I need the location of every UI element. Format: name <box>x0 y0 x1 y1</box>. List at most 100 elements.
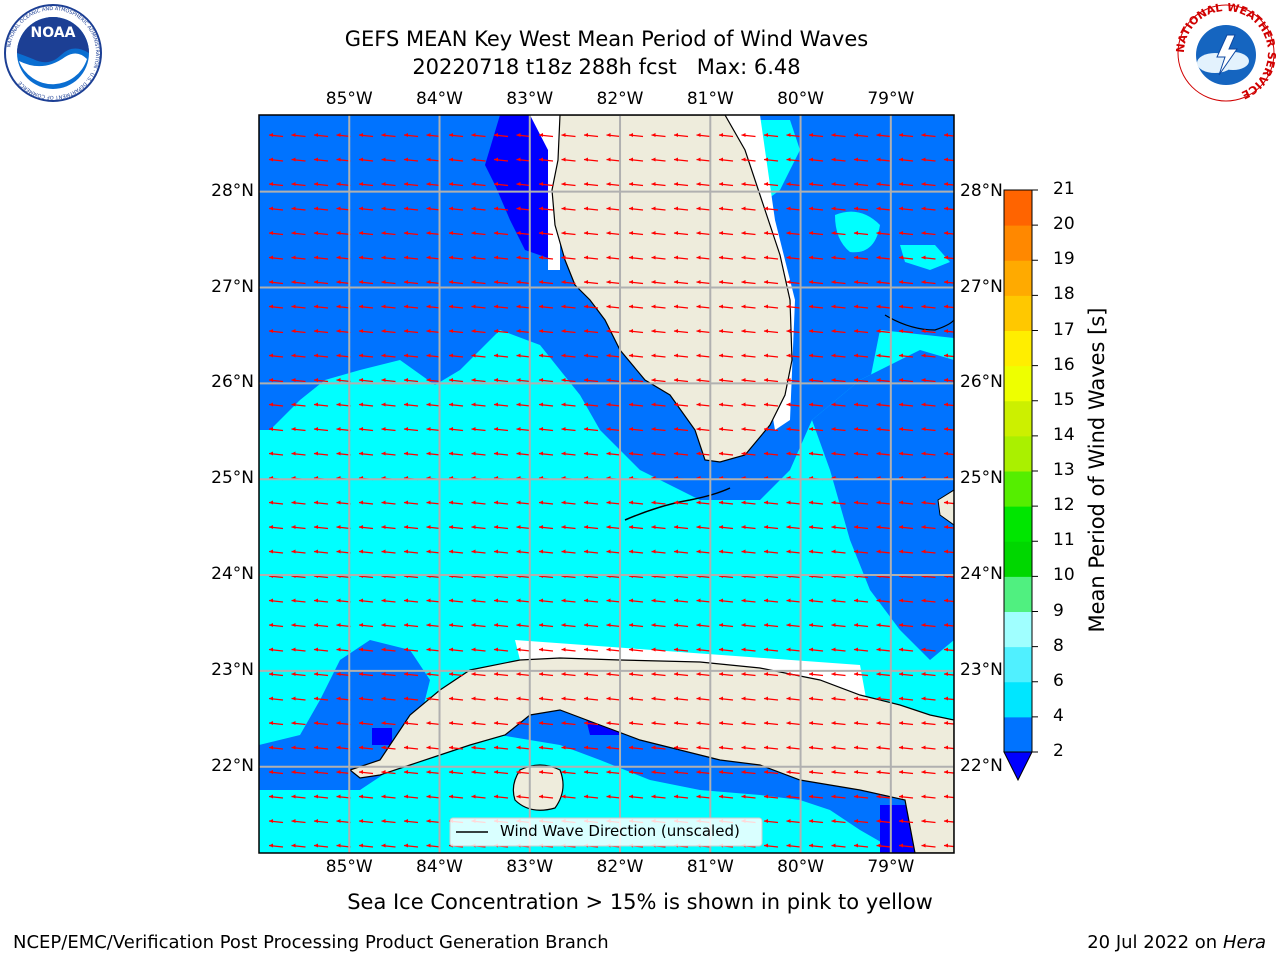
wave-arrow <box>268 280 284 285</box>
wave-arrow <box>808 402 824 407</box>
wave-arrow <box>403 329 419 334</box>
wave-arrow <box>741 525 756 530</box>
wave-arrow <box>651 182 666 187</box>
wave-arrow <box>426 280 441 285</box>
wave-arrow <box>448 231 464 236</box>
wave-arrow <box>381 329 396 334</box>
wave-arrow <box>718 329 734 334</box>
wave-arrow <box>291 819 306 824</box>
wave-arrow <box>561 206 576 211</box>
wave-arrow <box>741 745 756 750</box>
wave-arrow <box>426 133 441 138</box>
wave-arrow <box>673 133 689 138</box>
wave-arrow <box>583 672 599 677</box>
wave-arrow <box>561 182 576 187</box>
wave-arrow <box>808 157 824 162</box>
wave-arrow <box>538 353 554 358</box>
wave-arrow <box>651 378 666 383</box>
footer-date-text: 20 Jul 2022 on <box>1087 932 1223 953</box>
wave-arrow <box>336 255 351 260</box>
wave-arrow <box>426 231 441 236</box>
wave-arrow <box>336 280 351 285</box>
wave-arrow <box>898 255 914 260</box>
wave-arrow <box>741 133 756 138</box>
wave-arrow <box>741 721 756 726</box>
wave-arrow <box>313 304 329 309</box>
wave-arrow <box>741 280 756 285</box>
wave-arrow <box>696 647 711 652</box>
wave-arrow <box>426 819 441 824</box>
wave-arrow <box>606 672 621 677</box>
wave-arrow <box>718 231 734 236</box>
wave-arrow <box>336 133 351 138</box>
wave-arrow <box>291 451 306 456</box>
wave-arrow <box>583 255 599 260</box>
wave-arrow <box>516 353 531 358</box>
wave-arrow <box>403 819 419 824</box>
wave-arrow <box>313 451 329 456</box>
wave-arrow <box>943 598 954 603</box>
wave-arrow <box>291 745 306 750</box>
wave-arrow <box>853 794 869 799</box>
wave-arrow <box>921 378 936 383</box>
wave-arrow <box>426 598 441 603</box>
land-cuba <box>348 657 954 853</box>
wave-arrow <box>808 206 824 211</box>
wave-arrow <box>471 402 486 407</box>
wave-arrow <box>606 206 621 211</box>
wave-arrow <box>313 329 329 334</box>
wave-arrow <box>831 378 846 383</box>
wave-arrow <box>448 206 464 211</box>
wave-arrow <box>583 133 599 138</box>
wave-arrow <box>786 353 801 358</box>
wave-arrow <box>403 402 419 407</box>
wave-arrow <box>516 255 531 260</box>
noaa-logo: NOAA NATIONAL OCEANIC AND ATMOSPHERIC AD… <box>4 4 102 102</box>
wave-arrow <box>651 745 666 750</box>
wave-arrow <box>583 378 599 383</box>
wave-arrow <box>921 598 936 603</box>
wave-arrow <box>876 794 891 799</box>
wave-arrow <box>741 402 756 407</box>
wave-arrow <box>718 133 734 138</box>
wave-arrow <box>921 329 936 334</box>
wave-arrow <box>493 353 509 358</box>
wave-arrow <box>583 206 599 211</box>
wave-arrow <box>651 598 666 603</box>
wave-arrow <box>538 598 554 603</box>
wave-arrow <box>898 206 914 211</box>
wave-arrow <box>718 549 734 554</box>
wave-arrow <box>538 280 554 285</box>
wave-arrow <box>583 500 599 505</box>
wave-arrow <box>336 157 351 162</box>
lat-tick-label-left: 27°N <box>211 276 254 297</box>
wave-arrow <box>853 182 869 187</box>
wave-arrow <box>313 353 329 358</box>
wave-arrow <box>358 304 374 309</box>
wave-arrow <box>898 133 914 138</box>
wave-arrow <box>651 157 666 162</box>
wave-arrow <box>718 770 734 775</box>
wave-arrow <box>921 231 936 236</box>
wave-arrow <box>358 500 374 505</box>
wave-arrow <box>606 745 621 750</box>
wave-arrow <box>876 525 891 530</box>
wave-arrow <box>718 255 734 260</box>
wave-arrow <box>336 745 351 750</box>
wave-arrow <box>808 451 824 456</box>
wave-arrow <box>606 794 621 799</box>
wave-arrow <box>313 721 329 726</box>
wave-arrow <box>786 378 801 383</box>
wave-arrow <box>403 304 419 309</box>
wave-arrow <box>493 402 509 407</box>
wave-arrow <box>786 255 801 260</box>
colorbar-segment <box>1004 295 1032 331</box>
wave-arrow <box>336 427 351 432</box>
wave-arrow <box>313 549 329 554</box>
wave-arrow <box>741 451 756 456</box>
wave-arrow <box>471 745 486 750</box>
wave-arrow <box>696 451 711 456</box>
wave-arrow <box>696 182 711 187</box>
wave-arrow <box>426 745 441 750</box>
wave-arrow <box>268 770 284 775</box>
